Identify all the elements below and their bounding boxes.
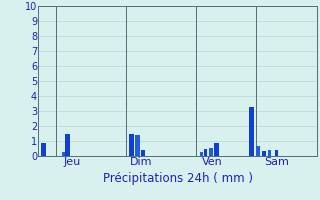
Bar <box>62 152 65 156</box>
Bar <box>256 146 260 156</box>
Bar <box>214 142 219 156</box>
Bar <box>65 134 70 156</box>
Bar <box>135 135 140 156</box>
Bar <box>268 150 271 156</box>
Bar <box>249 106 254 156</box>
Bar <box>209 148 213 156</box>
Bar <box>141 150 145 156</box>
Bar <box>200 152 203 156</box>
X-axis label: Précipitations 24h ( mm ): Précipitations 24h ( mm ) <box>103 172 252 185</box>
Bar <box>275 150 278 156</box>
Bar <box>129 134 134 156</box>
Bar <box>204 148 207 156</box>
Bar <box>42 142 46 156</box>
Bar <box>262 151 266 156</box>
